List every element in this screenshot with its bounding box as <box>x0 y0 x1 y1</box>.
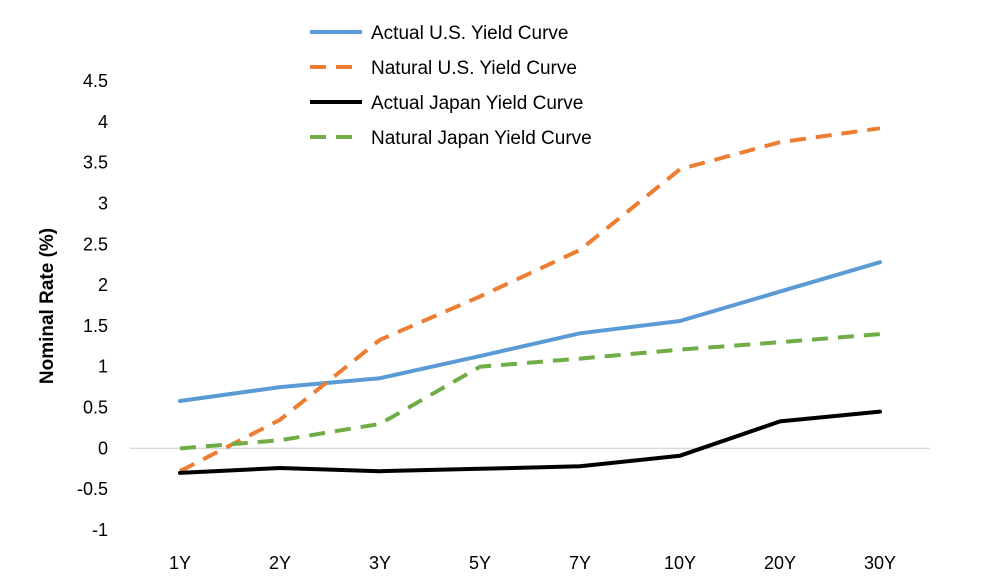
x-tick-label: 5Y <box>469 553 491 573</box>
series-line <box>178 409 882 475</box>
x-tick-label: 10Y <box>664 553 696 573</box>
x-tick-label: 2Y <box>269 553 291 573</box>
x-tick-label: 3Y <box>369 553 391 573</box>
y-axis-ticks: 4.5 4 3.5 3 2.5 2 1.5 1 0.5 0 -0.5 -1 <box>77 71 108 540</box>
y-axis-title: Nominal Rate (%) <box>37 228 58 384</box>
y-tick-label: 3.5 <box>83 153 108 173</box>
y-tick-label: -0.5 <box>77 479 108 499</box>
y-axis-title-group: Nominal Rate (%) <box>37 228 58 384</box>
y-tick-label: 0.5 <box>83 398 108 418</box>
legend-label: Natural U.S. Yield Curve <box>371 58 577 79</box>
y-tick-label: 4.5 <box>83 71 108 91</box>
y-tick-label: 2 <box>98 275 108 295</box>
series-line <box>178 260 882 403</box>
series-line <box>179 332 881 451</box>
legend-label: Actual U.S. Yield Curve <box>371 23 568 44</box>
y-tick-label: 2.5 <box>83 234 108 254</box>
y-tick-label: -1 <box>92 520 108 540</box>
y-tick-label: 1 <box>98 357 108 377</box>
y-tick-label: 4 <box>98 112 108 132</box>
x-tick-label: 7Y <box>569 553 591 573</box>
x-tick-label: 1Y <box>169 553 191 573</box>
y-tick-label: 3 <box>98 193 108 213</box>
legend-label: Natural Japan Yield Curve <box>371 128 592 149</box>
series-line <box>179 126 881 473</box>
series-lines <box>178 126 882 475</box>
y-tick-label: 0 <box>98 438 108 458</box>
x-tick-label: 30Y <box>864 553 896 573</box>
y-tick-label: 1.5 <box>83 316 108 336</box>
x-tick-label: 20Y <box>764 553 796 573</box>
legend-label: Actual Japan Yield Curve <box>371 93 583 114</box>
legend: Actual U.S. Yield Curve Natural U.S. Yiel… <box>310 23 592 149</box>
x-axis-ticks: 1Y 2Y 3Y 5Y 7Y 10Y 20Y 30Y <box>169 553 896 573</box>
